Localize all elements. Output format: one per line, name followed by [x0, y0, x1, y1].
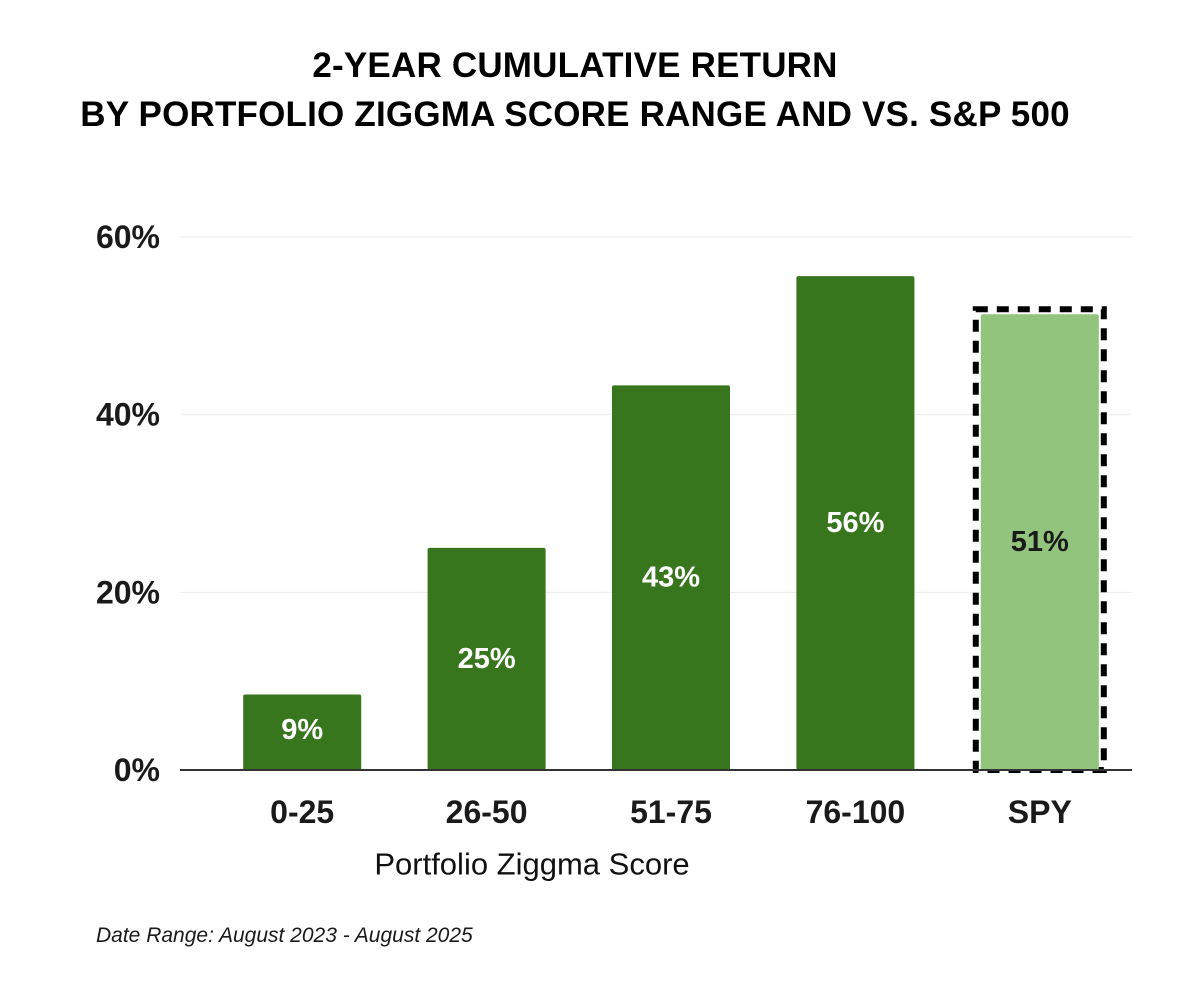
- x-tick-label: 76-100: [806, 794, 906, 830]
- bar-26-50: [427, 547, 546, 770]
- chart-title-line-2: BY PORTFOLIO ZIGGMA SCORE RANGE AND VS. …: [80, 95, 1070, 134]
- data-label: 25%: [458, 643, 516, 675]
- y-tick-label: 0%: [114, 752, 160, 788]
- x-tick-label: SPY: [1008, 794, 1072, 830]
- y-tick-label: 60%: [96, 219, 160, 255]
- bars: 9% 25% 43% 56% 51%: [243, 276, 1107, 773]
- x-axis-ticks: 0-25 26-50 51-75 76-100 SPY: [270, 794, 1072, 830]
- y-tick-label: 40%: [96, 397, 160, 433]
- bar-76-100: [796, 276, 915, 770]
- chart-title-line-1: 2-YEAR CUMULATIVE RETURN: [312, 46, 838, 85]
- x-tick-label: 51-75: [630, 794, 712, 830]
- y-axis-ticks: 0% 20% 40% 60%: [96, 219, 160, 788]
- date-range-footnote: Date Range: August 2023 - August 2025: [96, 924, 473, 947]
- data-label: 9%: [281, 714, 323, 746]
- y-tick-label: 20%: [96, 574, 160, 610]
- bar-51-75: [611, 385, 731, 770]
- data-label: 51%: [1011, 526, 1069, 558]
- x-tick-label: 26-50: [446, 794, 528, 830]
- data-label: 43%: [642, 562, 700, 594]
- bar-0-25: [243, 694, 362, 770]
- data-label: 56%: [826, 507, 884, 539]
- x-axis-title: Portfolio Ziggma Score: [374, 847, 689, 882]
- x-tick-label: 0-25: [270, 794, 334, 830]
- bar-spy: [980, 314, 1099, 770]
